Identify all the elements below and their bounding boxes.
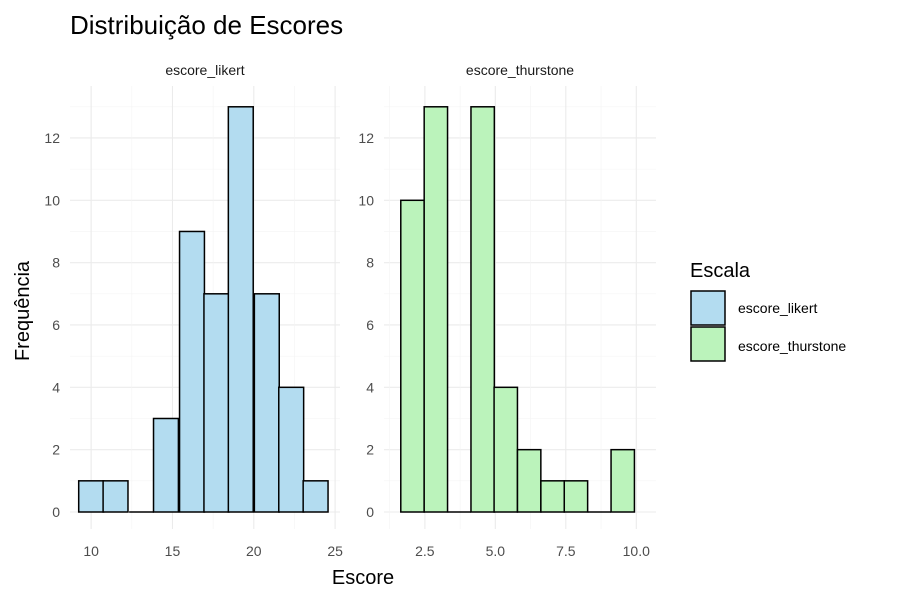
y-tick-label: 2 bbox=[366, 442, 374, 458]
chart-title: Distribuição de Escores bbox=[70, 10, 343, 40]
y-axis-title: Frequência bbox=[12, 260, 34, 361]
histogram-bar bbox=[77, 480, 105, 513]
facet-panel-2: escore_thurstone 0 2 4 6 8 10 12 2.5 5.0 7.5 10.0 bbox=[358, 62, 656, 559]
x-tick-label: 7.5 bbox=[556, 543, 576, 559]
y-tick-label: 12 bbox=[358, 130, 374, 146]
histogram-bar bbox=[563, 480, 589, 513]
y-tick-label: 4 bbox=[366, 379, 374, 395]
histogram-bar bbox=[152, 417, 180, 513]
y-tick-label: 8 bbox=[366, 255, 374, 271]
histogram-bar bbox=[253, 293, 280, 513]
legend-key-thurstone bbox=[690, 326, 726, 362]
x-tick-label: 15 bbox=[165, 543, 181, 559]
legend-key-likert bbox=[690, 290, 726, 326]
y-tick-label: 8 bbox=[52, 255, 60, 271]
y-tick-label: 6 bbox=[52, 317, 60, 333]
y-tick-label: 10 bbox=[358, 192, 374, 208]
y-tick-label: 0 bbox=[366, 504, 374, 520]
histogram-bar bbox=[102, 480, 129, 513]
histogram-bar bbox=[178, 230, 206, 513]
histogram-bar bbox=[516, 448, 542, 513]
histogram-bar bbox=[400, 199, 425, 513]
x-tick-label: 20 bbox=[246, 543, 262, 559]
x-tick-label: 10 bbox=[83, 543, 99, 559]
x-tick-label: 5.0 bbox=[486, 543, 506, 559]
x-tick-label: 2.5 bbox=[415, 543, 435, 559]
legend-label-likert: escore_likert bbox=[738, 300, 817, 316]
histogram-bar bbox=[227, 106, 254, 513]
y-tick-label: 6 bbox=[366, 317, 374, 333]
histogram-bar bbox=[470, 106, 496, 513]
x-tick-label: 25 bbox=[327, 543, 343, 559]
y-tick-label: 2 bbox=[52, 442, 60, 458]
y-tick-label: 0 bbox=[52, 504, 60, 520]
legend: Escala escore_likert escore_thurstone bbox=[690, 260, 846, 362]
histogram-bar bbox=[493, 386, 519, 513]
facet-panel-1: escore_likert 0 2 4 6 8 10 12 10 15 20 25 bbox=[44, 62, 343, 559]
y-tick-label: 12 bbox=[44, 130, 60, 146]
facet-strip-label: escore_likert bbox=[165, 62, 244, 78]
x-tick-label: 10.0 bbox=[623, 543, 650, 559]
histogram-bar bbox=[302, 480, 329, 513]
x-axis-title: Escore bbox=[332, 567, 394, 589]
y-tick-label: 10 bbox=[44, 192, 60, 208]
histogram-bar bbox=[610, 448, 636, 513]
histogram-bar bbox=[278, 386, 305, 513]
facet-strip-label: escore_thurstone bbox=[466, 62, 574, 78]
histogram-bar bbox=[540, 480, 565, 513]
legend-label-thurstone: escore_thurstone bbox=[738, 338, 846, 354]
y-tick-label: 4 bbox=[52, 379, 60, 395]
histogram-bar bbox=[203, 293, 230, 513]
legend-title: Escala bbox=[690, 260, 751, 282]
histogram-bar bbox=[423, 106, 449, 513]
